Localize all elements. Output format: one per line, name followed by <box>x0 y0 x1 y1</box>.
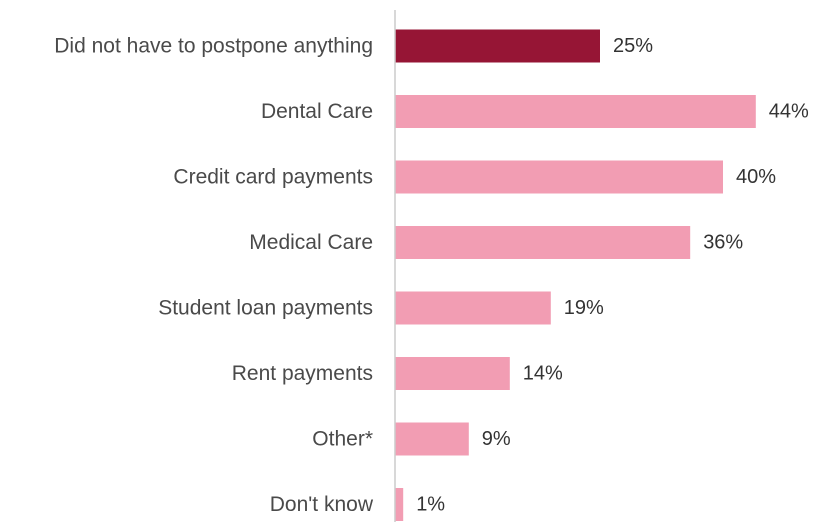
category-label-rent-payments: Rent payments <box>232 362 373 385</box>
value-label-medical-care: 36% <box>703 232 743 254</box>
category-label-other: Other* <box>312 428 373 451</box>
bar-credit-card-payments <box>395 160 723 194</box>
bar-don-t-know <box>395 488 404 521</box>
value-label-don-t-know: 1% <box>416 494 445 516</box>
value-label-did-not-have-to-postpone-anything: 25% <box>613 35 653 57</box>
category-label-student-loan-payments: Student loan payments <box>158 297 373 320</box>
bar-rent-payments <box>395 357 510 390</box>
category-labels-group: Did not have to postpone anything Dental … <box>54 35 374 517</box>
value-label-student-loan-payments: 19% <box>564 297 604 319</box>
category-label-dental-care: Dental Care <box>261 100 373 123</box>
bar-medical-care <box>395 226 691 259</box>
bar-did-not-have-to-postpone-anything <box>395 29 600 63</box>
value-labels-group: 25% 44% 40% 36% 19% 14% 9% 1% <box>416 35 809 516</box>
value-label-credit-card-payments: 40% <box>736 166 776 188</box>
value-label-rent-payments: 14% <box>523 363 563 385</box>
category-label-medical-care: Medical Care <box>249 231 373 254</box>
bar-dental-care <box>395 95 756 128</box>
category-label-did-not-have-to-postpone-anything: Did not have to postpone anything <box>54 35 373 58</box>
bar-other <box>395 422 469 456</box>
bar-student-loan-payments <box>395 291 551 325</box>
category-label-credit-card-payments: Credit card payments <box>173 166 373 189</box>
category-label-don-t-know: Don't know <box>270 493 374 516</box>
value-label-dental-care: 44% <box>769 101 809 123</box>
bars-group <box>395 29 756 521</box>
value-label-other: 9% <box>482 428 511 450</box>
